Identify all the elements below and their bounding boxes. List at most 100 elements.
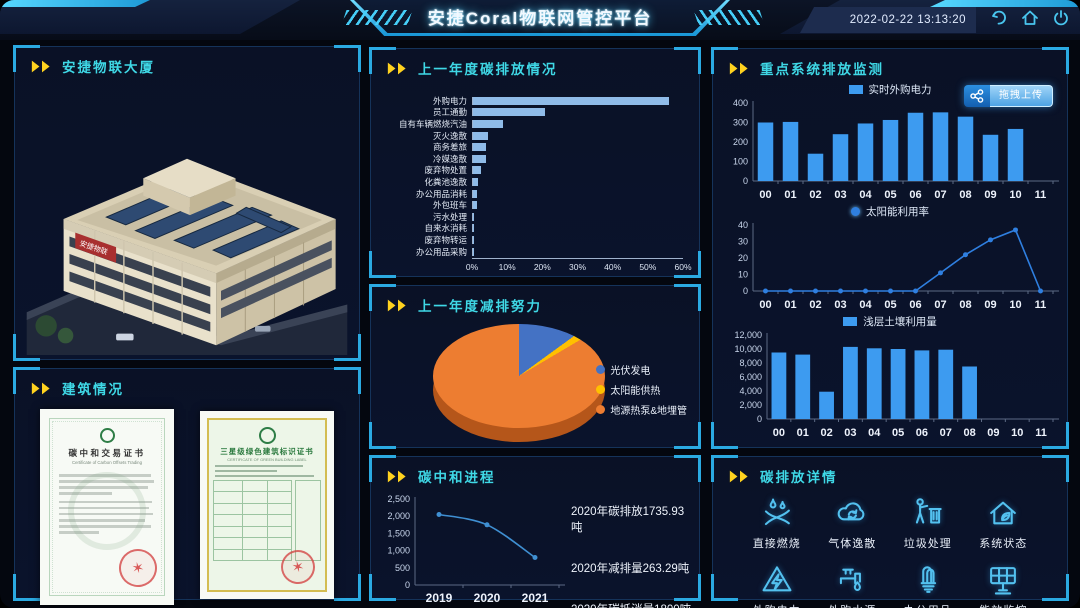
svg-text:200: 200 [733,137,748,147]
chart-carbon-progress: 0 500 1,000 1,500 2,000 2,500 2019 2020 2021 [379,491,567,608]
purchased-water-icon [831,560,873,600]
detail-item-system-status[interactable]: 系统状态 [966,493,1042,551]
certificate2-notes [295,479,321,562]
svg-text:2020: 2020 [474,591,501,605]
svg-text:0: 0 [757,414,762,424]
details-grid: 直接燃烧 气体逸散 垃圾处理 系统状态外购电力 外购水源 办公用品 能效监控 [713,489,1067,608]
panel-title-building: 安捷物联大厦 [62,60,155,75]
detail-item-label: 外购电力 [753,602,801,608]
home-button[interactable] [1019,8,1041,30]
svg-text:20: 20 [738,253,748,263]
svg-text:12,000: 12,000 [734,330,762,340]
legend-soil-usage: 浅层土壤利用量 [713,313,1067,329]
detail-item-label: 能效监控 [979,602,1027,608]
chart-solar-rate: 0 10 20 30 40 00 01 02 03 04 05 06 07 08 09 10 11 [713,219,1067,313]
chevron-double-icon [31,60,53,73]
panel-building: 安捷物联大厦 [13,45,361,361]
detail-item-purchased-water[interactable]: 外购水源 [815,560,891,608]
svg-text:6,000: 6,000 [739,372,762,382]
chevron-double-icon [387,470,409,483]
certificate2-title: 三星级绿色建筑标识证书 [220,447,314,456]
svg-text:03: 03 [844,427,856,439]
upload-button-label: 拖拽上传 [990,85,1053,107]
gas-escape-icon [831,493,873,533]
svg-text:0: 0 [743,286,748,296]
svg-text:10: 10 [738,270,748,280]
chevron-double-icon [387,299,409,312]
svg-text:02: 02 [809,189,821,201]
svg-text:10,000: 10,000 [734,344,762,354]
share-nodes-icon [964,85,990,107]
timestamp-panel: 2022-02-22 13:13:20 [800,7,976,33]
svg-text:08: 08 [959,299,971,311]
svg-text:01: 01 [797,427,809,439]
certificate1-watermark [68,471,146,550]
svg-text:8,000: 8,000 [739,358,762,368]
legend-realtime-power: 实时外购电力 [713,81,1067,97]
panel-details: 碳排放详情 直接燃烧 气体逸散 垃圾处理 系统状态外购电力 外购水源 办公用品 能效监控 [711,455,1069,608]
detail-item-purchased-electricity[interactable]: 外购电力 [739,560,815,608]
detail-item-combustion[interactable]: 直接燃烧 [739,493,815,551]
purchased-electricity-icon [756,560,798,600]
page-title: 安捷Coral物联网管控平台 [427,9,653,28]
waste-disposal-icon [907,493,949,533]
svg-text:40: 40 [738,220,748,230]
svg-text:300: 300 [733,118,748,128]
svg-text:04: 04 [859,189,872,201]
detail-item-label: 直接燃烧 [752,538,801,550]
building-illustration: 安捷物联 [26,158,348,355]
detail-item-gas-escape[interactable]: 气体逸散 [815,493,891,551]
detail-item-waste-disposal[interactable]: 垃圾处理 [890,493,966,551]
svg-text:2019: 2019 [426,591,453,605]
certificate-carbon-trading: 碳中和交易证书 Certificate of Carbon Offsets Tr… [40,409,174,605]
svg-text:05: 05 [884,189,896,201]
svg-text:06: 06 [916,427,928,439]
certificate-emblem-icon [99,428,115,443]
svg-text:10: 10 [1011,427,1023,439]
detail-item-energy-monitor[interactable]: 能效监控 [966,560,1042,608]
upload-button[interactable]: 拖拽上传 [964,85,1053,107]
svg-text:2021: 2021 [522,591,549,605]
certificate2-info-lines [215,465,319,478]
power-button[interactable] [1050,8,1072,30]
panel-neutrality: 碳中和进程 0 500 1,000 1,500 2,000 2,500 2019 2020 20… [369,455,701,608]
svg-text:06: 06 [909,299,921,311]
svg-text:05: 05 [892,427,904,439]
header-title-plate: 安捷Coral物联网管控平台 [354,0,726,33]
svg-text:04: 04 [868,427,881,439]
office-supplies-icon [907,560,949,600]
svg-text:00: 00 [759,299,771,311]
svg-text:11: 11 [1035,299,1047,311]
detail-item-office-supplies[interactable]: 办公用品 [890,560,966,608]
note-reduction: 2020年减排量263.29吨 [571,563,690,575]
header-actions [988,8,1072,30]
back-button[interactable] [988,8,1010,30]
certificate-emblem-icon [258,427,276,444]
svg-text:10: 10 [1009,299,1021,311]
note-emission: 2020年碳排放1735.93吨 [571,506,685,534]
header: ⬡ ⬡ ⬡ ⬡ ⬡ 安捷Coral物联网管控平台 2022-02-22 13:1… [0,0,1080,40]
svg-text:01: 01 [784,189,796,201]
svg-text:03: 03 [834,299,846,311]
panel-title-construction: 建筑情况 [62,382,124,397]
detail-item-label: 办公用品 [904,602,952,608]
certificate-green-building: 三星级绿色建筑标识证书 CERTIFICATE OF GREEN BUILDIN… [200,411,334,599]
svg-text:30: 30 [738,237,748,247]
chevron-double-icon [31,382,53,395]
svg-text:10: 10 [1009,189,1021,201]
svg-text:11: 11 [1035,189,1047,201]
svg-text:07: 07 [934,189,946,201]
panel-emissions: 上一年度碳排放情况 外购电力 员工通勤 自有车辆燃烧汽油 灭火逸散 商务差旅 冷媒逸散 废弃… [369,47,701,278]
energy-monitor-icon [982,560,1024,600]
svg-text:09: 09 [987,427,999,439]
svg-text:4,000: 4,000 [739,386,762,396]
svg-text:02: 02 [809,299,821,311]
legend-solar-rate: 太阳能利用率 [713,203,1067,219]
chart-soil-usage: 0 2,000 4,000 6,000 8,000 10,000 12,000 00 01 02 0… [713,329,1067,441]
svg-text:05: 05 [884,299,896,311]
chevron-double-icon [729,470,751,483]
svg-text:09: 09 [984,299,996,311]
building-render: 安捷物联 [15,79,359,355]
svg-text:2,500: 2,500 [387,494,410,504]
certificate2-table [213,479,292,562]
